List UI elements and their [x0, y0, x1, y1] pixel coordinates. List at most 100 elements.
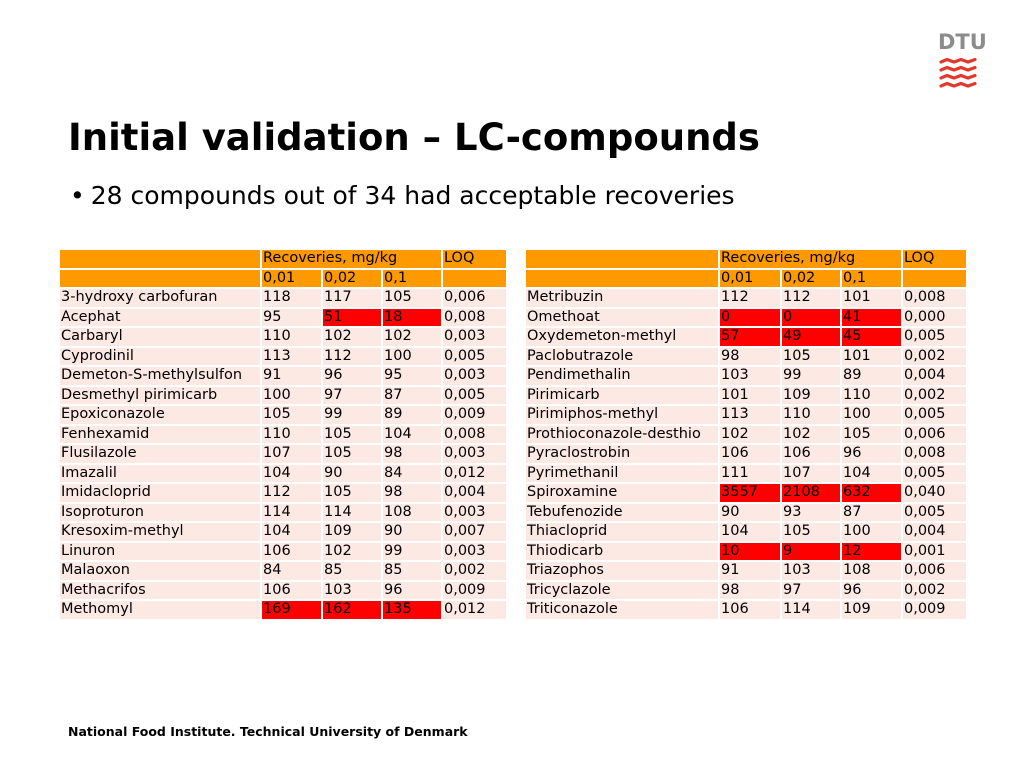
loq-cell: 0,001: [903, 542, 966, 560]
recovery-cell: 111: [720, 464, 780, 482]
recovery-cell: 105: [323, 484, 381, 502]
compound-name-cell: Pyraclostrobin: [526, 445, 718, 463]
recovery-cell: 104: [842, 464, 901, 482]
recovery-cell: 102: [383, 328, 441, 346]
compound-name-cell: Prothioconazole-desthio: [526, 425, 718, 443]
bullet-text: 28 compounds out of 34 had acceptable re…: [90, 181, 735, 210]
recovery-cell: 100: [842, 523, 901, 541]
recovery-cell: 114: [782, 601, 840, 619]
recovery-cell: 87: [842, 503, 901, 521]
bullet-symbol: •: [70, 181, 85, 210]
recovery-cell: 91: [720, 562, 780, 580]
compound-name-cell: Malaoxon: [60, 562, 260, 580]
header-cell-level: 0,01: [262, 269, 321, 287]
table-row: Carbaryl 110 102 102 0,003: [60, 328, 506, 346]
compound-name-cell: Oxydemeton-methyl: [526, 328, 718, 346]
recovery-cell: 18: [383, 308, 441, 326]
table-row: Methomyl 169 162 135 0,012: [60, 601, 506, 619]
compound-name-cell: Pirimiphos-methyl: [526, 406, 718, 424]
recovery-cell: 105: [842, 425, 901, 443]
loq-cell: 0,005: [903, 464, 966, 482]
recovery-table-left: Recoveries, mg/kg LOQ 0,01 0,02 0,1 3-hydroxy…: [58, 248, 508, 621]
recovery-cell: 107: [262, 445, 321, 463]
compound-name-cell: Tebufenozide: [526, 503, 718, 521]
recovery-cell: 109: [782, 386, 840, 404]
recovery-cell: 104: [262, 523, 321, 541]
loq-cell: 0,009: [443, 406, 506, 424]
compound-name-cell: Omethoat: [526, 308, 718, 326]
table-row: Imazalil 104 90 84 0,012: [60, 464, 506, 482]
compound-name-cell: Kresoxim-methyl: [60, 523, 260, 541]
recovery-cell: 104: [383, 425, 441, 443]
recovery-cell: 99: [323, 406, 381, 424]
dtu-logo: DTU: [938, 30, 987, 92]
header-cell-level: 0,02: [782, 269, 840, 287]
recovery-cell: 103: [782, 562, 840, 580]
recovery-cell: 12: [842, 542, 901, 560]
header-cell-loq: LOQ: [903, 250, 966, 268]
logo-text: DTU: [938, 30, 987, 54]
recovery-cell: 49: [782, 328, 840, 346]
header-cell-level: 0,1: [842, 269, 901, 287]
recovery-cell: 105: [262, 406, 321, 424]
table-row: Tricyclazole 98 97 96 0,002: [526, 581, 966, 599]
table-row: Methacrifos 106 103 96 0,009: [60, 581, 506, 599]
recovery-cell: 135: [383, 601, 441, 619]
header-cell-compound: [526, 250, 718, 268]
loq-cell: 0,003: [443, 367, 506, 385]
recovery-cell: 90: [323, 464, 381, 482]
loq-cell: 0,006: [903, 425, 966, 443]
recovery-cell: 102: [323, 542, 381, 560]
header-cell-level: [443, 269, 506, 287]
table-row: Oxydemeton-methyl 57 49 45 0,005: [526, 328, 966, 346]
table-row: Triazophos 91 103 108 0,006: [526, 562, 966, 580]
recovery-cell: 0: [782, 308, 840, 326]
recovery-cell: 93: [782, 503, 840, 521]
compound-name-cell: Imidacloprid: [60, 484, 260, 502]
loq-cell: 0,005: [903, 406, 966, 424]
table-row: Acephat 95 51 18 0,008: [60, 308, 506, 326]
loq-cell: 0,006: [903, 562, 966, 580]
recovery-cell: 89: [842, 367, 901, 385]
recovery-cell: 85: [323, 562, 381, 580]
recovery-cell: 108: [842, 562, 901, 580]
compound-name-cell: Thiodicarb: [526, 542, 718, 560]
table-row: Fenhexamid 110 105 104 0,008: [60, 425, 506, 443]
compound-name-cell: Cyprodinil: [60, 347, 260, 365]
recovery-cell: 51: [323, 308, 381, 326]
loq-cell: 0,004: [443, 484, 506, 502]
recovery-cell: 98: [720, 581, 780, 599]
recovery-cell: 105: [323, 425, 381, 443]
loq-cell: 0,002: [903, 386, 966, 404]
recovery-cell: 107: [782, 464, 840, 482]
recovery-cell: 97: [323, 386, 381, 404]
recovery-cell: 96: [323, 367, 381, 385]
recovery-cell: 632: [842, 484, 901, 502]
recovery-cell: 100: [842, 406, 901, 424]
compound-name-cell: Metribuzin: [526, 289, 718, 307]
loq-cell: 0,003: [443, 328, 506, 346]
recovery-cell: 98: [720, 347, 780, 365]
recovery-cell: 90: [383, 523, 441, 541]
recovery-cell: 106: [262, 542, 321, 560]
recovery-cell: 45: [842, 328, 901, 346]
recovery-table-right: Recoveries, mg/kg LOQ 0,01 0,02 0,1 Metribuzi…: [524, 248, 968, 621]
header-cell-level: 0,02: [323, 269, 381, 287]
header-cell-recoveries: Recoveries, mg/kg: [720, 250, 901, 268]
compound-name-cell: Pyrimethanil: [526, 464, 718, 482]
compound-name-cell: Pendimethalin: [526, 367, 718, 385]
recovery-cell: 91: [262, 367, 321, 385]
table-row: Metribuzin 112 112 101 0,008: [526, 289, 966, 307]
recovery-cell: 98: [383, 484, 441, 502]
recovery-cell: 98: [383, 445, 441, 463]
header-cell-recoveries: Recoveries, mg/kg: [262, 250, 441, 268]
recovery-cell: 57: [720, 328, 780, 346]
recovery-cell: 101: [842, 289, 901, 307]
loq-cell: 0,003: [443, 503, 506, 521]
loq-cell: 0,000: [903, 308, 966, 326]
header-cell-level: 0,01: [720, 269, 780, 287]
recovery-cell: 96: [383, 581, 441, 599]
recovery-cell: 105: [782, 347, 840, 365]
table-row: Pyraclostrobin 106 106 96 0,008: [526, 445, 966, 463]
table-row: Demeton-S-methylsulfon 91 96 95 0,003: [60, 367, 506, 385]
